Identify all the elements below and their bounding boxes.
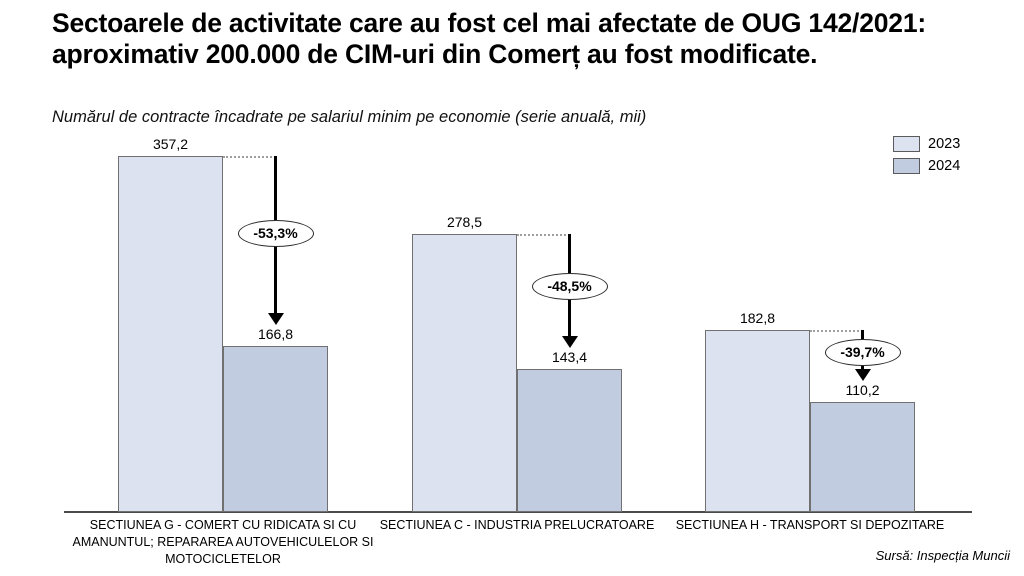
bar-2024-sectiunea-g bbox=[223, 345, 328, 512]
percent-change-badge-sectiunea-h: -39,7% bbox=[824, 339, 901, 367]
decrease-arrow-head-sectiunea-c bbox=[561, 336, 578, 349]
category-label-sectiunea-g: SECTIUNEA G - COMERT CU RIDICATA SI CU A… bbox=[72, 518, 374, 566]
legend-item-2023: 2023 bbox=[893, 136, 960, 152]
source-note: Sursă: Inspecția Muncii bbox=[875, 548, 1010, 563]
bar-2023-sectiunea-g bbox=[118, 155, 223, 512]
legend-swatch-2023 bbox=[893, 136, 920, 152]
chart-title: Sectoarele de activitate care au fost ce… bbox=[52, 8, 926, 69]
dotted-connector-sectiunea-h bbox=[810, 329, 863, 332]
percent-change-badge-sectiunea-g: -53,3% bbox=[237, 219, 314, 247]
value-label-2024-sectiunea-g: 166,8 bbox=[257, 325, 294, 342]
value-label-2024-sectiunea-h: 110,2 bbox=[845, 382, 880, 399]
value-label-2024-sectiunea-c: 143,4 bbox=[551, 349, 588, 366]
dotted-connector-sectiunea-c bbox=[517, 234, 570, 237]
percent-change-badge-sectiunea-c: -48,5% bbox=[531, 272, 608, 300]
category-label-sectiunea-h: SECTIUNEA H - TRANSPORT SI DEPOZITARE bbox=[675, 518, 945, 532]
decrease-arrow-head-sectiunea-h bbox=[854, 369, 871, 382]
value-label-2023-sectiunea-c: 278,5 bbox=[446, 214, 483, 231]
bar-2024-sectiunea-c bbox=[517, 369, 622, 512]
chart-subtitle: Numărul de contracte încadrate pe salari… bbox=[52, 108, 647, 126]
legend-label-2023: 2023 bbox=[928, 136, 961, 152]
bar-2023-sectiunea-h bbox=[705, 329, 810, 512]
legend-swatch-2024 bbox=[893, 158, 920, 174]
dotted-connector-sectiunea-g bbox=[223, 155, 276, 158]
category-label-sectiunea-c: SECTIUNEA C - INDUSTRIA PRELUCRATOARE bbox=[379, 518, 655, 532]
decrease-arrow-head-sectiunea-g bbox=[267, 312, 284, 325]
x-axis-line bbox=[64, 511, 972, 513]
bar-2024-sectiunea-h bbox=[810, 402, 915, 512]
bar-2023-sectiunea-c bbox=[412, 234, 517, 512]
value-label-2023-sectiunea-h: 182,8 bbox=[739, 309, 776, 326]
legend: 2023 2024 bbox=[893, 136, 960, 180]
legend-label-2024: 2024 bbox=[928, 158, 961, 174]
value-label-2023-sectiunea-g: 357,2 bbox=[152, 135, 189, 152]
legend-item-2024: 2024 bbox=[893, 158, 960, 174]
